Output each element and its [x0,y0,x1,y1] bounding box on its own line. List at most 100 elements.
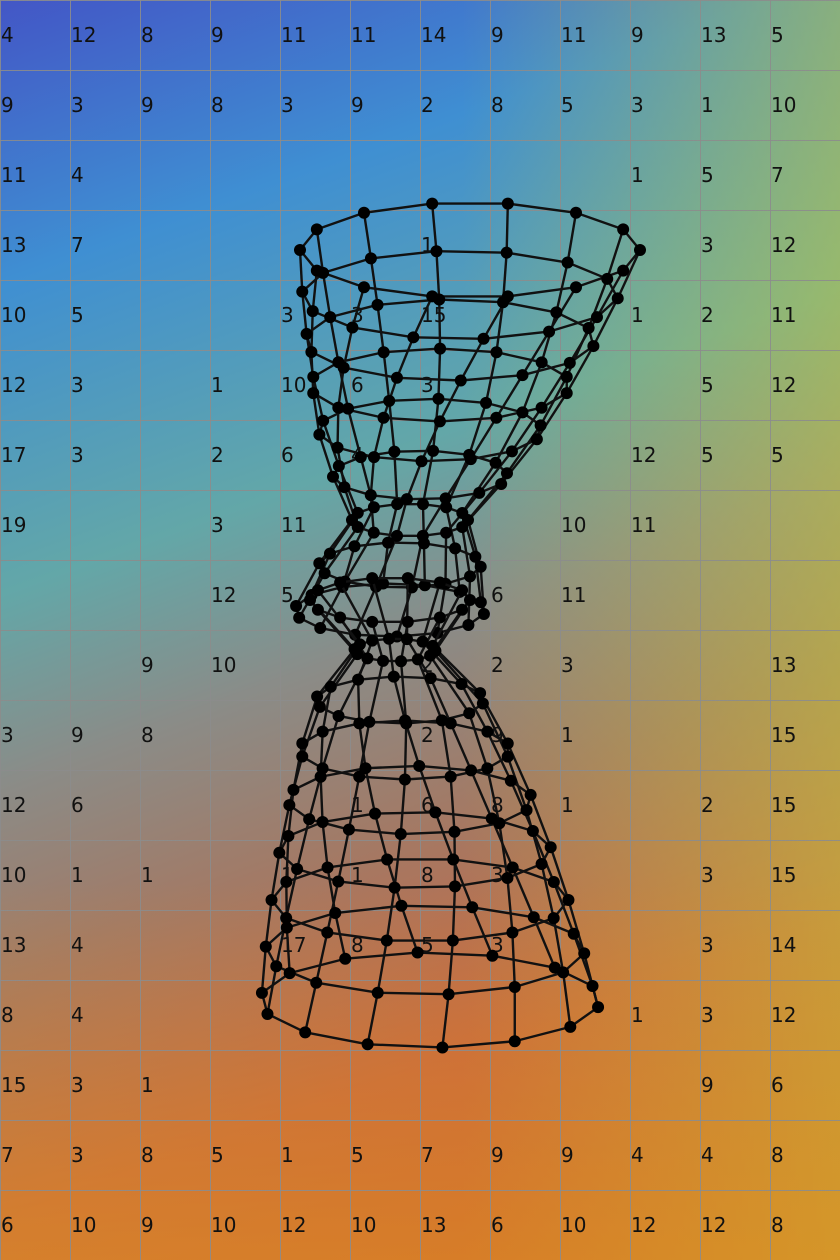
mesh-edge [370,250,437,260]
mesh-edge [331,476,354,521]
grid-cell: 10 [560,490,630,560]
mesh-node [418,579,431,592]
mesh-edge [345,951,418,960]
grid-cell: 5 [700,350,770,420]
mesh-node [371,986,384,999]
mesh-edge [351,286,366,328]
mesh-node [592,1001,605,1014]
mesh-edge [529,794,552,848]
grid-cell-number: 1 [71,863,84,887]
mesh-edge [339,581,374,642]
mesh-edge [304,982,318,1033]
grid-cell: 3 [70,1120,140,1190]
grid-cell: 13 [700,0,770,70]
grid-cell: 11 [0,140,70,210]
mesh-node [548,961,561,974]
grid-cell-number: 15 [771,793,797,817]
grid-cell-number: 11 [771,303,797,327]
mesh-edge [401,904,473,909]
grid-cell-number: 4 [71,1003,84,1027]
mesh-edge [429,655,471,714]
grid-cell-number: 1 [141,1073,154,1097]
mesh-node [382,536,395,549]
mesh-edge [285,927,291,974]
mesh-node [506,926,519,939]
grid-cell-number: 3 [701,1003,714,1027]
mesh-node [382,632,395,645]
mesh-node [321,861,334,874]
mesh-node [351,506,364,519]
mesh-edge [354,586,378,636]
mesh-edge [552,881,575,935]
mesh-edge [366,992,379,1045]
mesh-edge [376,940,388,993]
mesh-node [324,311,337,324]
mesh-node [535,356,548,369]
mesh-edge [432,449,470,457]
mesh-edge [437,348,442,399]
grid-cell: 9 [0,70,70,140]
mesh-node [311,584,324,597]
mesh-node [261,1007,274,1020]
mesh-node [329,907,342,920]
mesh-node [280,911,293,924]
grid-cell: 3 [700,980,770,1050]
grid-cell: 2 [420,70,490,140]
grid-cell: 12 [700,1190,770,1260]
mesh-node [342,823,355,836]
mesh-node [481,725,494,738]
mesh-node [474,687,487,700]
mesh-edge [421,450,435,505]
mesh-node [361,652,374,665]
mesh-node [377,346,390,359]
grid-cell-number: 9 [1,93,14,117]
mesh-node [327,470,340,483]
grid-cell-number: 10 [281,373,307,397]
mesh-node [259,940,272,953]
mesh-node [547,912,560,925]
grid-cell: 10 [280,350,350,420]
grid-cell: 10 [350,1190,420,1260]
grid-cell-number: 11 [351,23,377,47]
mesh-node [371,298,384,311]
mesh-node [363,715,376,728]
mesh-node [316,725,329,738]
mesh-node [601,272,614,285]
grid-cell-number: 12 [211,583,237,607]
mesh-edge [295,562,321,607]
mesh-edge [498,823,509,879]
mesh-edge [421,582,442,643]
mesh-node [535,857,548,870]
grid-cell: 1 [560,770,630,840]
grid-cell-number: 2 [211,443,224,467]
mesh-node [486,949,499,962]
mesh-edge [548,316,598,333]
mesh-node [501,737,514,750]
grid-cell: 7 [70,210,140,280]
mesh-edge [334,912,347,959]
mesh-edge [373,813,389,860]
mesh-node [339,952,352,965]
mesh-node [395,899,408,912]
mesh-node [311,690,324,703]
grid-cell: 7 [420,1120,490,1190]
grid-cell: 4 [700,1120,770,1190]
mesh-node [587,340,600,353]
mesh-node [353,717,366,730]
mesh-node [489,456,502,469]
mesh-edge [304,1031,368,1046]
grid-cell: 11 [630,490,700,560]
mesh-edge [393,675,431,680]
mesh-edge [399,779,407,835]
mesh-edge [395,336,415,379]
mesh-node [332,401,345,414]
mesh-edge [606,228,625,280]
mesh-edge [485,401,523,414]
grid-cell: 3 [560,630,630,700]
mesh-edge [460,683,489,733]
grid-cell-number: 12 [71,23,97,47]
grid-cell-number: 8 [351,933,364,957]
mesh-node [255,986,268,999]
mesh-node [474,560,487,573]
